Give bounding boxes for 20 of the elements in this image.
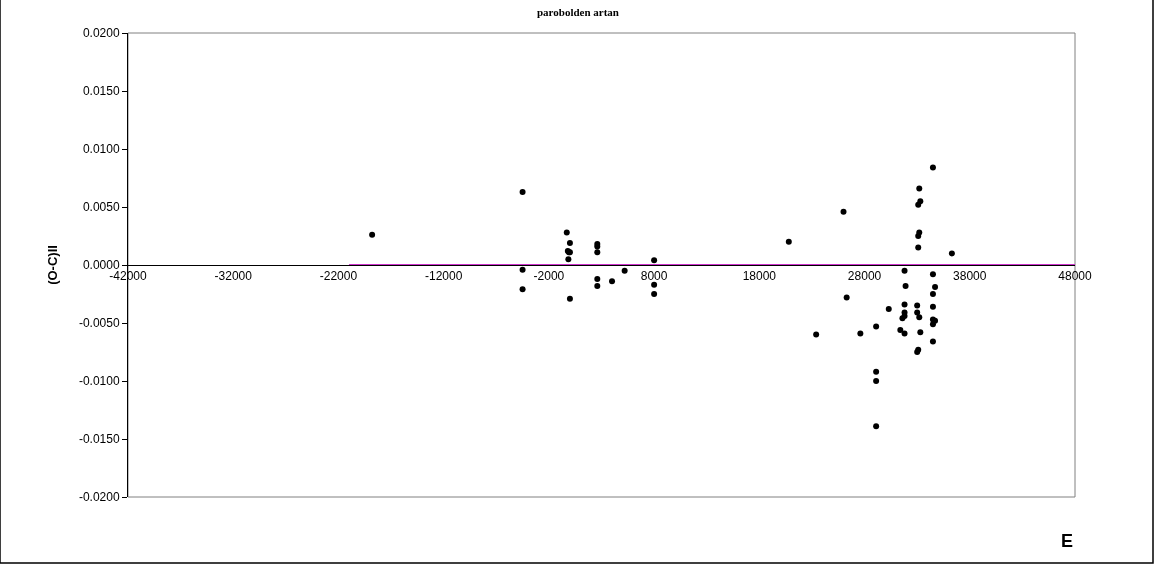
x-tick-label: -22000 [319,269,358,284]
y-tick-label: 0.0150 [82,84,120,99]
y-axis-title: (O-C)II [44,245,60,285]
x-tick-label: 38000 [953,269,987,284]
x-tick-label: -32000 [214,269,253,284]
x-axis-title: E [1061,531,1074,551]
y-tick-label: 0.0050 [82,200,120,215]
x-tick-label: 28000 [847,269,882,284]
x-tick-label: -2000 [533,269,565,284]
y-tick-label: 0.0100 [82,142,120,157]
x-tick-label: -12000 [424,269,463,284]
y-tick-label: 0.0200 [82,26,120,41]
y-tick-label: -0.0050 [78,316,120,331]
y-tick-label: -0.0100 [78,374,120,389]
chart-title: parobolden artan [536,6,620,19]
y-tick-label: -0.0200 [78,490,120,505]
y-tick-label: -0.0150 [78,432,120,447]
x-tick-label: 48000 [1058,269,1093,284]
x-tick-label: 18000 [742,269,777,284]
x-tick-label: 8000 [640,269,668,284]
